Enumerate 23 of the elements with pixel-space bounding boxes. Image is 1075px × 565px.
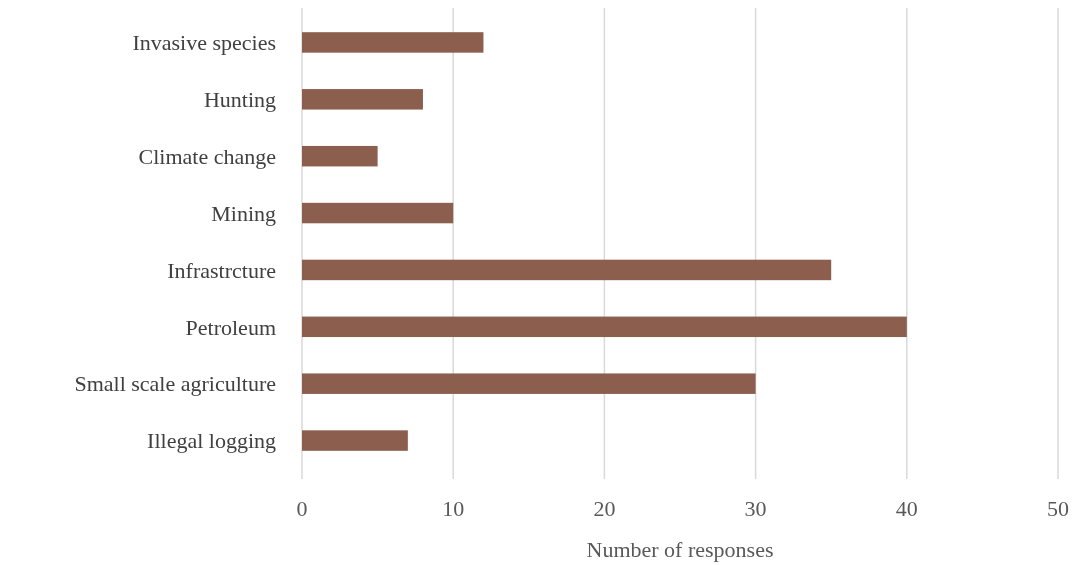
bar xyxy=(302,145,378,167)
bar xyxy=(302,32,484,53)
x-tick-label: 10 xyxy=(442,496,465,521)
bar xyxy=(302,430,408,451)
x-tick-label: 50 xyxy=(1047,496,1069,521)
bar xyxy=(302,202,454,224)
y-tick-label: Hunting xyxy=(203,87,276,113)
y-tick-label: Climate change xyxy=(138,143,276,169)
bar xyxy=(302,89,423,110)
y-tick-label: Petroleum xyxy=(185,314,276,340)
x-tick-label: 40 xyxy=(895,496,918,521)
bar xyxy=(302,259,832,281)
y-tick-label: Infrastrcture xyxy=(167,257,276,283)
y-tick-label: Mining xyxy=(211,200,276,226)
x-axis-title: Number of responses xyxy=(586,537,774,562)
x-tick-label: 0 xyxy=(296,496,308,521)
y-tick-label: Small scale agriculture xyxy=(74,371,276,397)
bar xyxy=(302,373,756,394)
y-tick-label: Invasive species xyxy=(132,30,276,56)
bar xyxy=(302,316,907,338)
x-tick-label: 30 xyxy=(744,496,767,521)
y-tick-label: Illegal logging xyxy=(147,428,276,454)
x-tick-label: 20 xyxy=(593,496,616,521)
